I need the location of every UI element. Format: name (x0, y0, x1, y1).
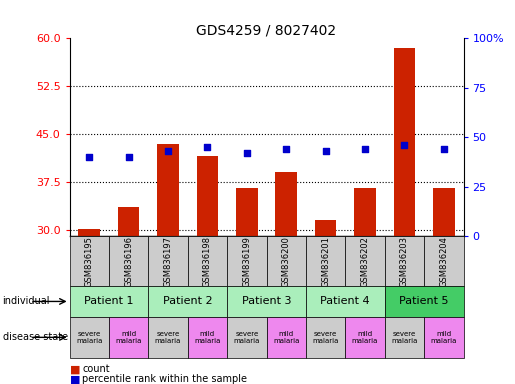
Text: mild
malaria: mild malaria (431, 331, 457, 344)
Bar (354, 188, 376, 236)
Text: severe
malaria: severe malaria (313, 331, 339, 344)
Text: ■: ■ (70, 364, 80, 374)
Bar (227, 317, 267, 358)
Text: GSM836196: GSM836196 (124, 236, 133, 286)
Text: individual: individual (3, 296, 50, 306)
Text: mild
malaria: mild malaria (273, 331, 299, 344)
Text: severe
malaria: severe malaria (234, 331, 260, 344)
Point (243, 150, 251, 156)
Bar (157, 144, 179, 236)
Bar (424, 317, 464, 358)
Bar (148, 286, 227, 317)
Text: GSM836203: GSM836203 (400, 236, 409, 286)
Text: Patient 5: Patient 5 (399, 296, 449, 306)
Bar (109, 317, 148, 358)
Text: GSM836200: GSM836200 (282, 236, 290, 286)
Text: disease state: disease state (3, 332, 67, 343)
Text: severe
malaria: severe malaria (76, 331, 102, 344)
Bar (148, 317, 188, 358)
Text: GSM836204: GSM836204 (439, 236, 448, 286)
Point (203, 144, 212, 150)
Bar (148, 236, 188, 286)
Point (440, 146, 448, 152)
Text: GSM836198: GSM836198 (203, 236, 212, 286)
Text: Patient 1: Patient 1 (84, 296, 134, 306)
Text: percentile rank within the sample: percentile rank within the sample (82, 374, 247, 384)
Bar (267, 236, 306, 286)
Point (321, 148, 330, 154)
Bar (385, 236, 424, 286)
Text: GSM836199: GSM836199 (243, 236, 251, 286)
Text: mild
malaria: mild malaria (194, 331, 220, 344)
Point (361, 146, 369, 152)
Bar (267, 317, 306, 358)
Bar (393, 48, 415, 236)
Point (282, 146, 290, 152)
Bar (227, 286, 306, 317)
Text: GSM836195: GSM836195 (85, 236, 94, 286)
Bar (70, 317, 109, 358)
Point (85, 154, 93, 160)
Bar (197, 156, 218, 236)
Bar (236, 188, 258, 236)
Bar (188, 317, 227, 358)
Point (400, 142, 408, 148)
Bar (346, 317, 385, 358)
Bar (70, 286, 148, 317)
Text: ■: ■ (70, 374, 80, 384)
Bar (346, 236, 385, 286)
Bar (118, 207, 140, 236)
Bar (306, 286, 385, 317)
Text: GSM836202: GSM836202 (360, 236, 369, 286)
Bar (306, 236, 345, 286)
Title: GDS4259 / 8027402: GDS4259 / 8027402 (196, 23, 337, 37)
Text: Patient 4: Patient 4 (320, 296, 370, 306)
Text: mild
malaria: mild malaria (352, 331, 378, 344)
Bar (227, 236, 267, 286)
Text: severe
malaria: severe malaria (155, 331, 181, 344)
Bar (385, 317, 424, 358)
Bar (109, 236, 148, 286)
Bar (385, 286, 464, 317)
Bar (276, 172, 297, 236)
Text: GSM836197: GSM836197 (164, 236, 173, 286)
Bar (424, 236, 464, 286)
Text: Patient 2: Patient 2 (163, 296, 213, 306)
Point (125, 154, 133, 160)
Text: Patient 3: Patient 3 (242, 296, 291, 306)
Bar (315, 220, 336, 236)
Text: count: count (82, 364, 110, 374)
Bar (70, 236, 109, 286)
Text: GSM836201: GSM836201 (321, 236, 330, 286)
Point (164, 148, 172, 154)
Bar (433, 188, 455, 236)
Bar (306, 317, 345, 358)
Bar (188, 236, 227, 286)
Text: severe
malaria: severe malaria (391, 331, 418, 344)
Text: mild
malaria: mild malaria (115, 331, 142, 344)
Bar (78, 229, 100, 236)
